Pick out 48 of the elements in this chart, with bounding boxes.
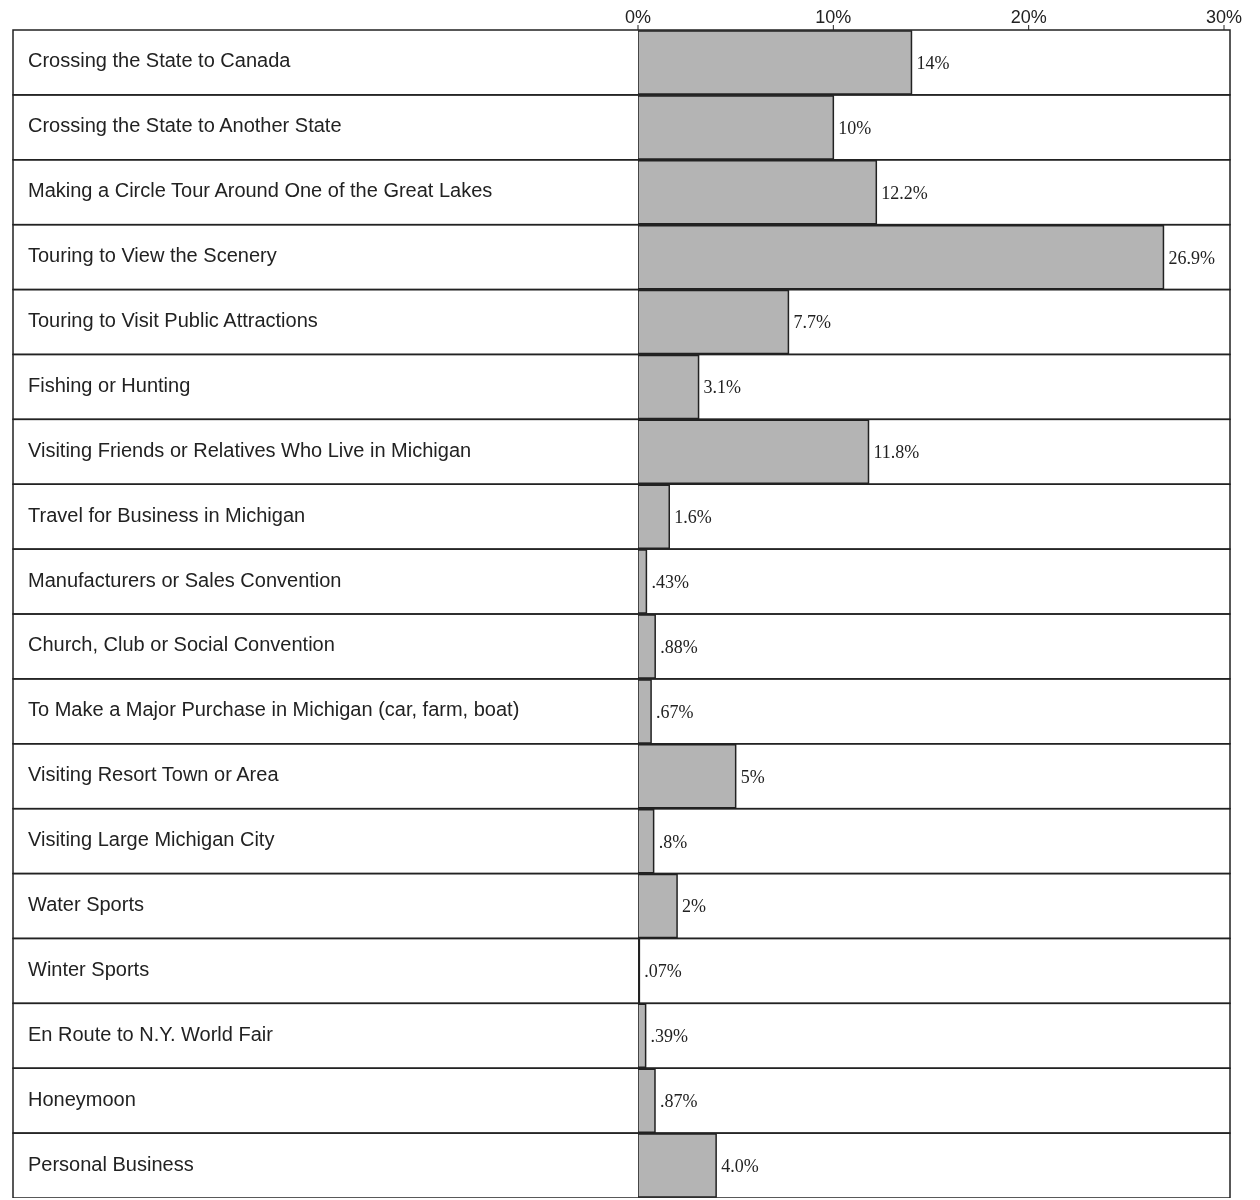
data-label: 7.7% (793, 312, 831, 333)
bar (638, 614, 656, 679)
data-label: 14% (916, 52, 950, 73)
data-label: 2% (682, 896, 707, 917)
y-tick-label: Travel for Business in Michigan (28, 503, 306, 526)
data-label: .07% (644, 961, 682, 982)
y-tick-label: Personal Business (28, 1152, 194, 1175)
bar (638, 679, 652, 744)
bar (638, 30, 913, 95)
x-tick-label: 30% (1205, 7, 1243, 27)
y-tick-label: Winter Sports (28, 957, 150, 980)
data-label: 5% (740, 766, 765, 787)
y-tick-label: Making a Circle Tour Around One of the Great Lakes (28, 179, 493, 202)
y-tick-label: Manufacturers or Sales Convention (28, 568, 342, 591)
y-tick-label: Water Sports (28, 893, 144, 915)
data-label: .87% (659, 1091, 698, 1112)
y-tick-label: Touring to Visit Public Attractions (28, 309, 318, 331)
data-label: .39% (650, 1026, 689, 1047)
y-tick-label: Church, Club or Social Convention (28, 633, 335, 656)
y-tick-label: Touring to View the Scenery (28, 244, 277, 267)
y-tick-label: En Route to N.Y. World Fair (28, 1022, 274, 1045)
data-label: .88% (660, 636, 698, 657)
y-tick-label: Crossing the State to Canada (28, 49, 292, 72)
bar (638, 484, 670, 549)
data-label: 12.2% (881, 182, 928, 203)
y-tick-label: Visiting Large Michigan City (28, 828, 275, 851)
data-label: .67% (656, 701, 694, 722)
y-tick-label: Fishing or Hunting (28, 373, 191, 396)
bar (638, 1068, 656, 1133)
x-tick-label: 20% (1010, 7, 1047, 27)
y-tick-label: To Make a Major Purchase in Michigan (car, farm, boat) (28, 698, 520, 721)
y-tick-label: Honeymoon (28, 1087, 136, 1110)
bar (638, 549, 648, 614)
y-tick-label: Crossing the State to Another State (28, 114, 342, 137)
y-tick-label: Visiting Resort Town or Area (28, 763, 280, 786)
data-label: .8% (658, 831, 688, 852)
data-label: .43% (651, 572, 689, 592)
x-tick-label: 10% (815, 7, 852, 27)
data-label: 26.9% (1168, 247, 1215, 268)
y-tick-label: Visiting Friends or Relatives Who Live in Michigan (28, 438, 472, 461)
bar (638, 95, 835, 160)
data-label: 11.8% (873, 442, 920, 463)
x-tick-label: 0% (624, 7, 652, 27)
data-label: 3.1% (703, 377, 742, 398)
data-label: 10% (838, 117, 872, 138)
data-label: 4.0% (721, 1156, 759, 1176)
data-label: 1.6% (674, 507, 712, 528)
bar (638, 1133, 717, 1198)
